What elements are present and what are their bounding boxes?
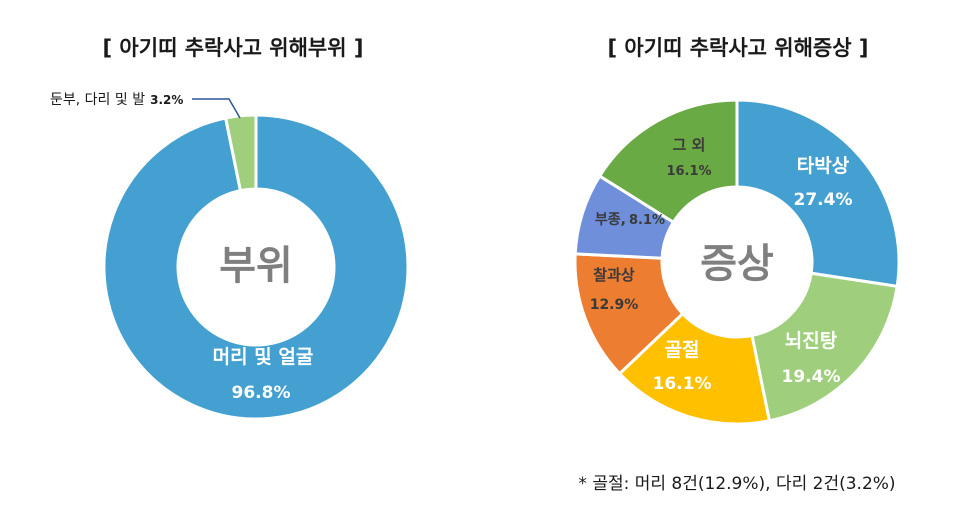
left-chart-title: [ 아기띠 추락사고 위해부위 ]: [103, 36, 364, 60]
left-slice-value-head: 96.8%: [232, 383, 291, 403]
right-slice-label-bruise: 타박상: [797, 155, 850, 177]
right-slice-1: [750, 271, 899, 423]
right-slice-value-bruise: 27.4%: [794, 190, 853, 210]
left-slice-label-head: 머리 및 얼굴: [213, 346, 314, 368]
right-slice-edema: 부종, 8.1%: [595, 212, 665, 228]
right-slice-label-edema: 부종,: [595, 212, 626, 228]
left-slice-label-legs: 둔부, 다리 및 발: [50, 92, 145, 108]
left-callout-line: [192, 98, 241, 119]
right-slice-label-abrasion: 찰과상: [593, 266, 635, 284]
left-callout: 둔부, 다리 및 발 3.2%: [50, 92, 183, 108]
left-donut: [102, 113, 410, 421]
left-slice-0: [102, 113, 410, 421]
left-slice-value-legs: 3.2%: [150, 93, 183, 107]
right-slice-label-other: 그 외: [673, 136, 706, 154]
right-slice-value-fracture: 16.1%: [653, 374, 712, 394]
right-slice-value-edema: 8.1%: [629, 213, 665, 228]
right-donut: [573, 98, 901, 426]
right-slice-0: [735, 98, 901, 289]
right-slice-label-fracture: 골절: [665, 339, 700, 361]
right-slice-label-concussion: 뇌진탕: [785, 330, 838, 352]
left-center-label: 부위: [219, 243, 293, 289]
right-slice-2: [617, 311, 772, 426]
right-center-label: 증상: [700, 241, 774, 287]
footnote: * 골절: 머리 8건(12.9%), 다리 2건(3.2%): [578, 474, 895, 494]
right-slice-value-abrasion: 12.9%: [590, 297, 639, 313]
left-slice-1: [223, 113, 258, 193]
right-slice-value-concussion: 19.4%: [782, 367, 841, 387]
right-slice-5: [597, 98, 739, 225]
right-slice-value-other: 16.1%: [666, 164, 711, 179]
right-chart-title: [ 아기띠 추락사고 위해증상 ]: [608, 36, 869, 60]
